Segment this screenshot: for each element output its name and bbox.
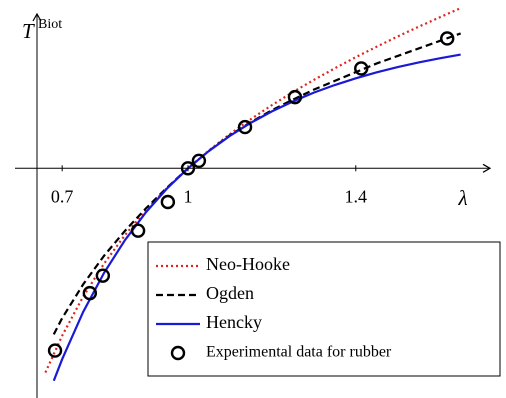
data-point [47,343,63,358]
data-point [82,285,98,301]
curve [52,53,461,382]
x-tick-label: 1 [184,186,193,206]
legend-label: Hencky [206,312,262,332]
plot-area [44,7,462,382]
legend-label: Ogden [206,283,254,303]
curve [44,7,462,373]
data-point [440,31,455,46]
data-point [237,119,253,135]
x-tick-label: 1.4 [345,186,368,206]
data-point [287,89,303,105]
data-point [130,223,146,238]
y-axis-label: T [22,19,35,43]
legend-box [147,241,501,377]
legend: Neo-Hooke Ogden Hencky Experimental data fo… [147,241,501,377]
x-tick-label: 0.7 [51,186,74,206]
data-point [191,153,207,169]
legend-label: Experimental data for rubber [206,344,392,361]
data-point [354,61,369,76]
legend-marker [170,345,186,361]
data-point [160,194,176,210]
x-axis-label: λ [457,186,467,210]
y-axis-label-superscript: Biot [38,17,62,32]
legend-label: Neo-Hooke [206,254,290,274]
axes: 0.7 1 1.4 [15,12,492,398]
data-point [95,268,111,283]
